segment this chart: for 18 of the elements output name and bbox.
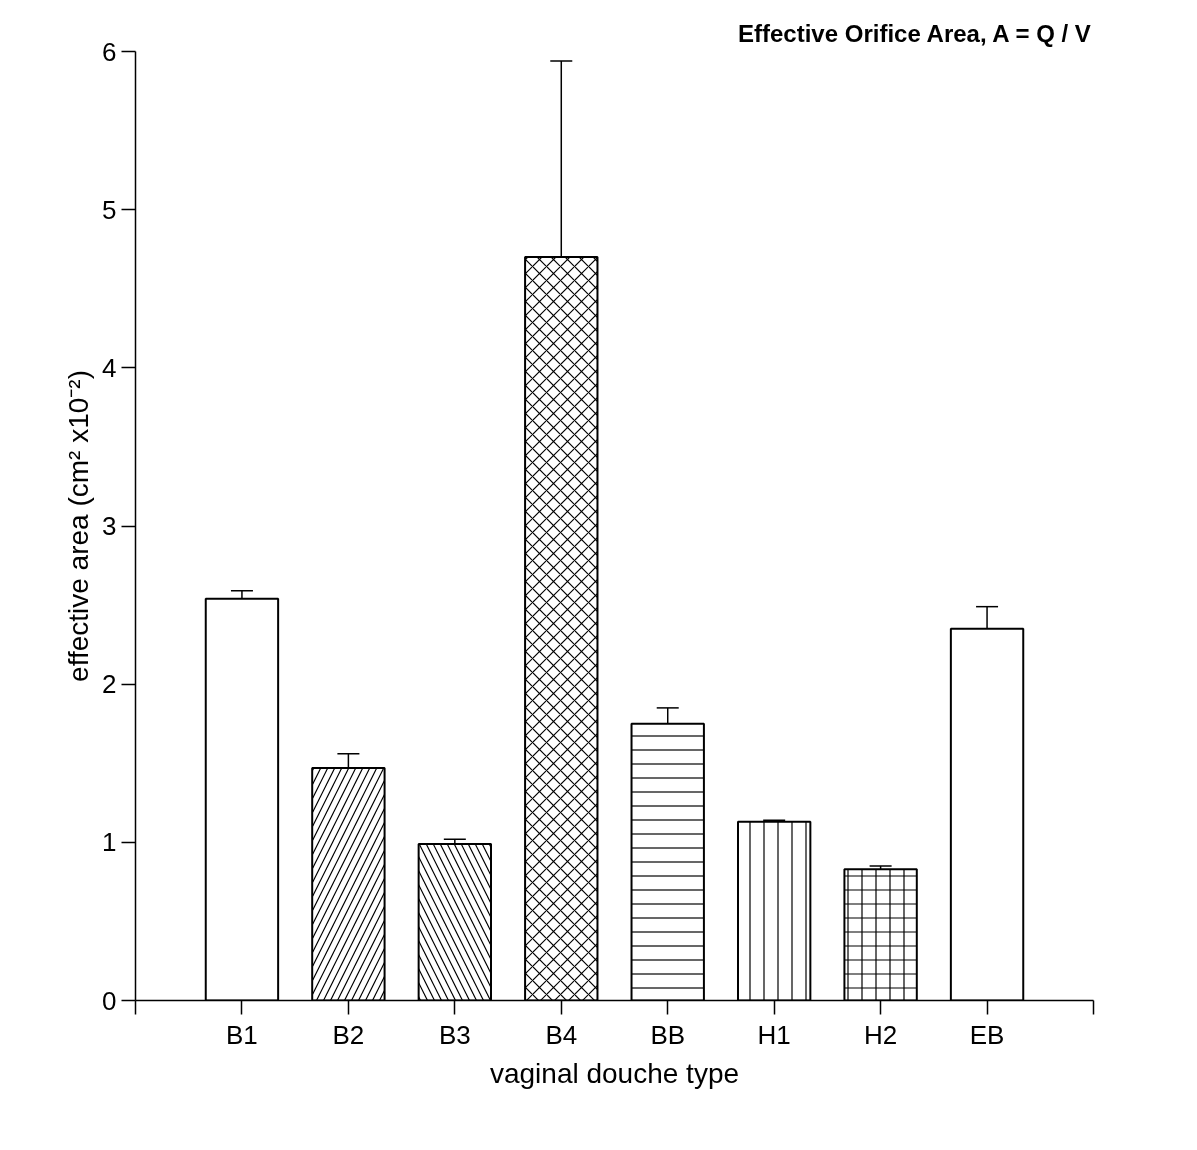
y-tick-label: 6 bbox=[102, 36, 117, 67]
x-tick-label: B3 bbox=[438, 1019, 471, 1050]
chart-title: Effective Orifice Area, A = Q / V bbox=[738, 19, 1091, 47]
y-tick-label: 1 bbox=[102, 827, 117, 858]
x-tick-label: H2 bbox=[863, 1019, 898, 1050]
x-axis-title: vaginal douche type bbox=[489, 1057, 740, 1089]
y-axis-title: effective area (cm² x10⁻²) bbox=[63, 370, 95, 682]
y-tick-label: 3 bbox=[102, 511, 117, 541]
x-tick-label: H1 bbox=[757, 1019, 791, 1050]
x-tick-label: B4 bbox=[545, 1019, 578, 1050]
x-tick-label: B2 bbox=[332, 1019, 365, 1050]
y-tick-label: 4 bbox=[102, 352, 117, 383]
x-tick-label: B1 bbox=[226, 1019, 258, 1050]
x-tick-label: BB bbox=[650, 1019, 686, 1050]
y-tick-label: 0 bbox=[102, 985, 117, 1016]
y-tick-label: 5 bbox=[102, 194, 117, 225]
x-tick-label: EB bbox=[969, 1019, 1005, 1050]
y-tick-label: 2 bbox=[102, 669, 117, 700]
